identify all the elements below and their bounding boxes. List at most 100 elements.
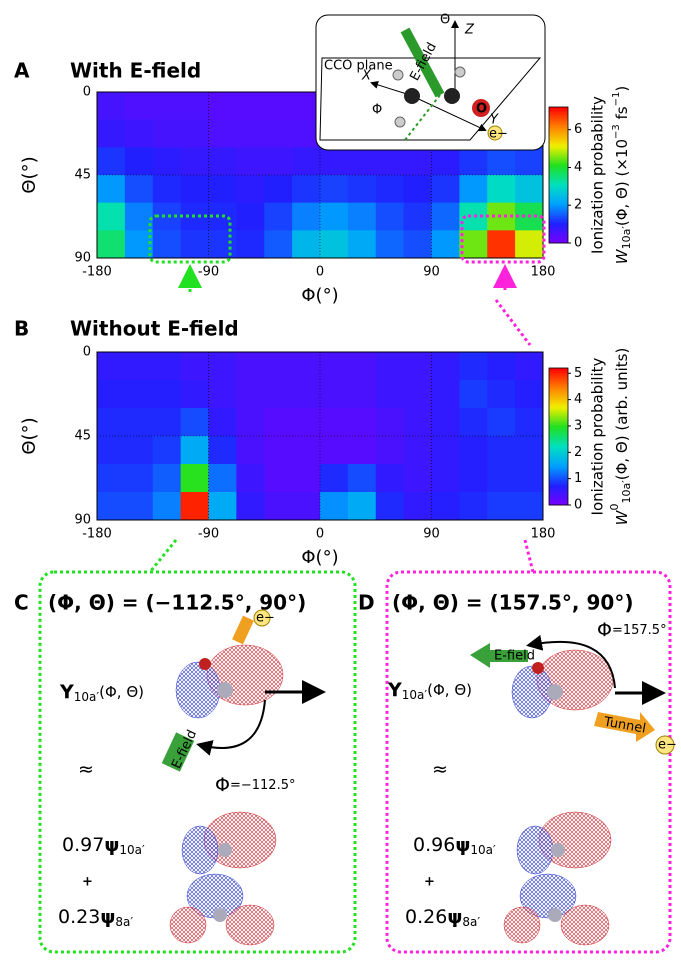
colorbar-swatch <box>549 461 568 465</box>
cell <box>264 92 293 121</box>
cell <box>236 352 265 381</box>
cell <box>124 175 154 204</box>
cell <box>431 380 460 409</box>
cell <box>180 175 209 204</box>
cell <box>320 436 349 465</box>
y-tick-label: 0 <box>83 345 91 360</box>
panel-frame <box>385 570 672 954</box>
colorbar-swatch <box>549 222 568 226</box>
colorbar-swatch <box>549 409 568 412</box>
cell <box>152 119 182 148</box>
cell <box>208 119 237 148</box>
colorbar-swatch <box>549 111 568 115</box>
cell <box>180 464 209 493</box>
cell <box>152 492 182 521</box>
cell <box>487 492 516 521</box>
cell <box>264 202 293 231</box>
atom <box>404 88 420 104</box>
colorbar-swatch <box>549 188 568 192</box>
cell <box>124 436 154 465</box>
colorbar-swatch <box>549 429 568 433</box>
inset-label: O <box>476 102 487 117</box>
colorbar-swatch <box>549 224 568 228</box>
colorbar-swatch <box>549 443 568 447</box>
colorbar-swatch <box>549 145 568 149</box>
coef: 0.23 <box>58 906 100 928</box>
colorbar-swatch <box>549 186 568 189</box>
cell <box>124 380 154 409</box>
cell <box>515 436 544 465</box>
colorbar-tick-label: 2 <box>574 445 582 460</box>
cell <box>97 92 126 121</box>
orbital <box>503 906 541 944</box>
field-label: E-field <box>494 649 535 664</box>
y-tick-label: 45 <box>74 429 91 444</box>
unit: fs <box>613 106 631 124</box>
cell <box>487 230 516 259</box>
colorbar-swatch <box>549 116 568 119</box>
colorbar-tick-label: 0 <box>574 236 582 251</box>
colorbar-swatch <box>549 125 568 128</box>
cell <box>431 202 460 231</box>
cell <box>97 408 126 437</box>
cell <box>403 202 432 231</box>
colorbar-swatch <box>549 395 568 399</box>
colorbar-formula: W010a′(Φ, Θ) (arb. units) <box>608 348 633 526</box>
cell <box>320 492 349 521</box>
cell <box>375 147 405 176</box>
tunnel-label: Tunnel <box>602 714 647 736</box>
colorbar-swatch <box>549 498 568 501</box>
colorbar-swatch <box>549 181 568 185</box>
cell <box>152 147 182 176</box>
colorbar-tick-label: 3 <box>574 418 582 433</box>
cell <box>236 92 265 121</box>
electron-label: e− <box>256 611 275 626</box>
panel-label: B <box>14 317 29 341</box>
cell <box>403 408 432 437</box>
colorbar-swatch <box>549 120 568 124</box>
cell <box>515 230 544 259</box>
cell <box>515 408 544 437</box>
colorbar-swatch <box>549 454 568 458</box>
colorbar-swatch <box>549 418 568 421</box>
cell <box>180 436 209 465</box>
atom <box>199 658 211 670</box>
cell <box>97 119 126 148</box>
cell <box>320 352 349 381</box>
cell <box>236 175 265 204</box>
cell <box>180 492 209 521</box>
cell <box>180 119 209 148</box>
cell <box>347 436 377 465</box>
cell <box>403 352 432 381</box>
colorbar-swatch <box>549 236 568 239</box>
cell <box>236 230 265 259</box>
atom <box>472 99 490 117</box>
cell <box>264 464 293 493</box>
colorbar-swatch <box>549 381 568 385</box>
term: 0.96ψ10a′ <box>413 834 496 857</box>
colorbar-swatch <box>549 233 568 237</box>
cell <box>375 380 405 409</box>
cell <box>208 147 237 176</box>
colorbar-swatch <box>549 197 568 201</box>
cell <box>124 408 154 437</box>
plane <box>319 57 542 141</box>
orbital <box>511 665 553 719</box>
x-axis-label: Φ(°) <box>301 285 338 306</box>
cell <box>320 175 349 204</box>
cell <box>236 408 265 437</box>
cell <box>403 436 432 465</box>
cell <box>264 380 293 409</box>
arrow <box>196 699 266 756</box>
state: Υ10a′(Φ, Θ) <box>59 681 144 704</box>
colorbar-swatch <box>549 118 568 121</box>
atom <box>454 66 466 78</box>
cell <box>264 492 293 521</box>
atom <box>394 116 406 128</box>
colorbar-swatch <box>549 122 568 126</box>
cell <box>124 147 154 176</box>
colorbar-swatch <box>549 199 568 203</box>
cell <box>375 492 405 521</box>
approx: ≈ <box>78 759 94 781</box>
cell <box>403 230 432 259</box>
